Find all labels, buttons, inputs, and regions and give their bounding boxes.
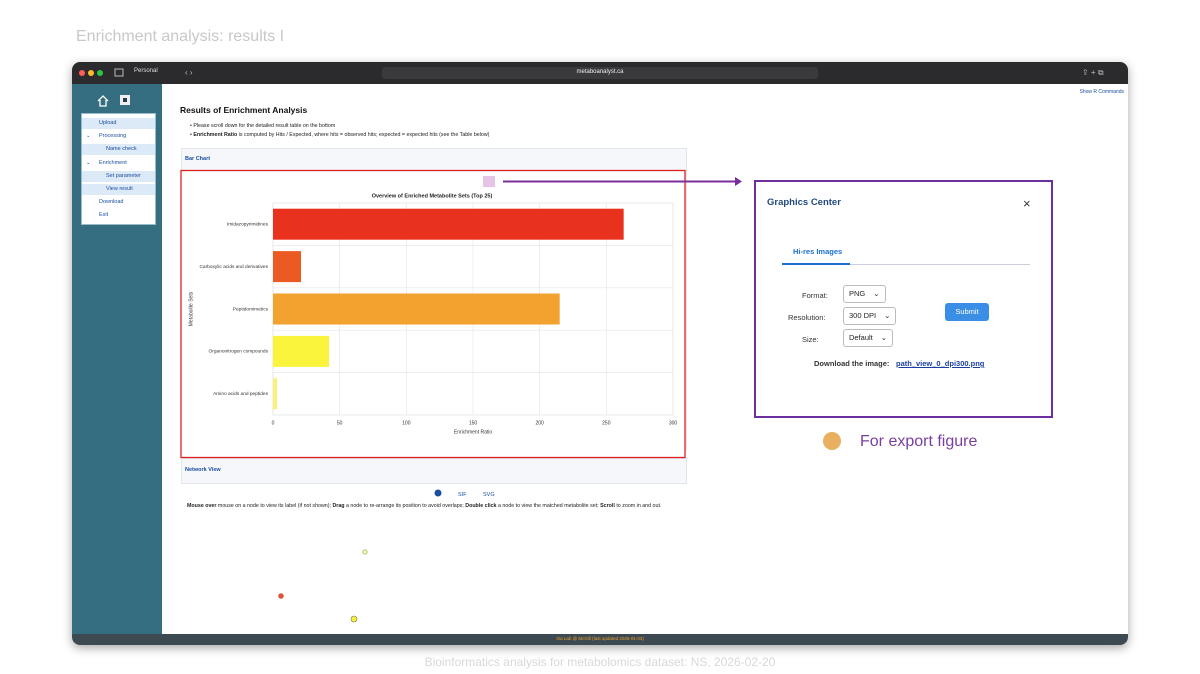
arrow-head [735,177,742,186]
y-tick-label: Amino acids and peptides [213,391,269,397]
tab-underline [782,263,850,265]
help-part: Mouse over mouse on a node to view its l… [187,503,332,509]
close-button[interactable]: × [1023,196,1031,211]
bold-text: Mouse over [187,503,217,509]
status-text: Xia Lab @ McGill (last updated 2026-01-0… [556,636,644,641]
bar [273,208,624,240]
x-tick-label: 100 [402,420,411,426]
x-tick-label: 50 [337,420,343,426]
network-help: Mouse over mouse on a node to view its l… [187,502,677,511]
x-axis-label: Enrichment Ratio [454,429,493,435]
svg-text:⇪ + ⧉: ⇪ + ⧉ [1082,68,1104,77]
bullets: • Please scroll down for the detailed re… [190,122,489,140]
tab-line [782,264,1030,265]
menu-item[interactable]: View result [82,184,155,195]
menu: Upload Processing ⌄ Name check Enrichment ⌄ Se… [81,113,156,225]
select-value: 300 DPI [849,311,877,320]
url[interactable]: metaboanalyst.ca [576,69,624,75]
svg-link[interactable]: SVG [483,492,495,498]
chevron: ⌄ [873,289,880,298]
graphics-dialog: Graphics Center × Hi-res Images Format: P… [754,180,1053,418]
y-tick-label: Organonitrogen compounds [209,349,269,355]
text: to zoom in and out. [614,503,662,509]
help-part: Scroll to zoom in and out. [600,503,661,509]
chevron: ⌄ [880,333,888,342]
slide-footer: Bioinformatics analysis for metabolomics… [424,655,776,669]
palette-button[interactable] [483,176,495,187]
status-bar: Xia Lab @ McGill (last updated 2026-01-0… [72,634,1128,645]
select[interactable]: Default ⌄ [843,329,894,347]
x-tick-label: 0 [272,420,275,426]
bar [273,293,560,325]
palette-icon [823,432,841,450]
chevron: ⌄ [86,160,91,166]
chevron: ⌄ [884,311,891,320]
sidebar: Upload Processing ⌄ Name check Enrichment ⌄ Se… [72,84,162,634]
callout: For export figure [860,433,977,450]
slide-title: Enrichment analysis: results I [76,28,285,45]
bold-text: Double click [465,503,497,509]
x-tick-label: 200 [535,420,544,426]
menu-item[interactable]: Processing [99,133,127,139]
bullet: • Please scroll down for the detailed re… [190,123,336,129]
y-axis-label: Metabolite Sets [188,291,194,326]
menu-item[interactable]: Download [99,199,124,205]
select[interactable]: 300 DPI ⌄ [843,307,897,325]
x-tick-label: 250 [602,420,611,426]
bar [273,335,329,367]
text: Please scroll down for the detailed resu… [193,123,336,129]
tab[interactable]: Hi-res Images [793,247,843,256]
field-label: Size: [802,335,819,344]
network-nodes [278,549,368,623]
profile[interactable]: Personal [134,68,158,74]
help-icon[interactable] [434,489,442,497]
help-part: Double click a node to view the matched … [465,503,600,509]
window-controls: ‹ › ⇪ + ⧉ [79,67,1104,79]
bold-text: Drag [332,503,345,509]
network-panel: Network View [181,458,687,484]
bold-text: Enrichment Ratio [193,132,238,138]
menu-item[interactable]: Set parameter [82,171,155,182]
chevron: ⌄ [86,133,91,139]
bar [273,378,277,410]
select[interactable]: PNG ⌄ [843,285,886,303]
field-label: Resolution: [788,313,826,322]
heading: Results of Enrichment Analysis [180,105,308,115]
help-part: Drag a node to re-arrange its position t… [332,503,465,509]
section-title: Network View [185,467,221,473]
x-tick-label: 300 [669,420,678,426]
bold-text: Scroll [600,503,615,509]
text: a node to view the matched metabolite se… [496,503,601,509]
section-title: Bar Chart [185,156,211,162]
menu-item[interactable]: Name check [82,144,155,155]
text: is computed by Hits / Expected, where hi… [237,132,490,138]
bar [273,251,301,283]
bullet: • Enrichment Ratio is computed by Hits /… [190,132,490,138]
download-link[interactable]: path_view_0_dpi300.png [896,359,985,368]
select-value: PNG [849,289,866,298]
menu-item[interactable]: Exit [99,212,109,218]
text: mouse on a node to view its label (if no… [216,503,333,509]
x-tick-label: 150 [469,420,478,426]
download-label: Download the image: [814,359,890,368]
text: a node to re-arrange its position to avo… [344,503,466,509]
y-tick-label: Imidazopyrimidines [227,221,269,227]
submit-button[interactable]: Submit [945,303,989,321]
sif-link[interactable]: SIF [458,492,467,498]
y-tick-label: Carboxylic acids and derivatives [199,264,268,270]
svg-text:‹ ›: ‹ › [185,68,193,77]
menu-item[interactable]: Upload [82,118,155,129]
field-label: Format: [802,291,828,300]
y-tick-label: Peptidomimetics [233,306,269,312]
select-value: Default [849,333,873,342]
chart-title: Overview of Enriched Metabolite Sets (To… [372,193,493,199]
show-r-commands[interactable]: Show R Commands [1079,89,1124,95]
dialog-title: Graphics Center [767,197,841,208]
sidebar-icons [97,95,130,107]
title-bar: ‹ › ⇪ + ⧉ Personal metaboanalyst.ca [72,62,1128,84]
menu-item[interactable]: Enrichment [99,160,127,166]
